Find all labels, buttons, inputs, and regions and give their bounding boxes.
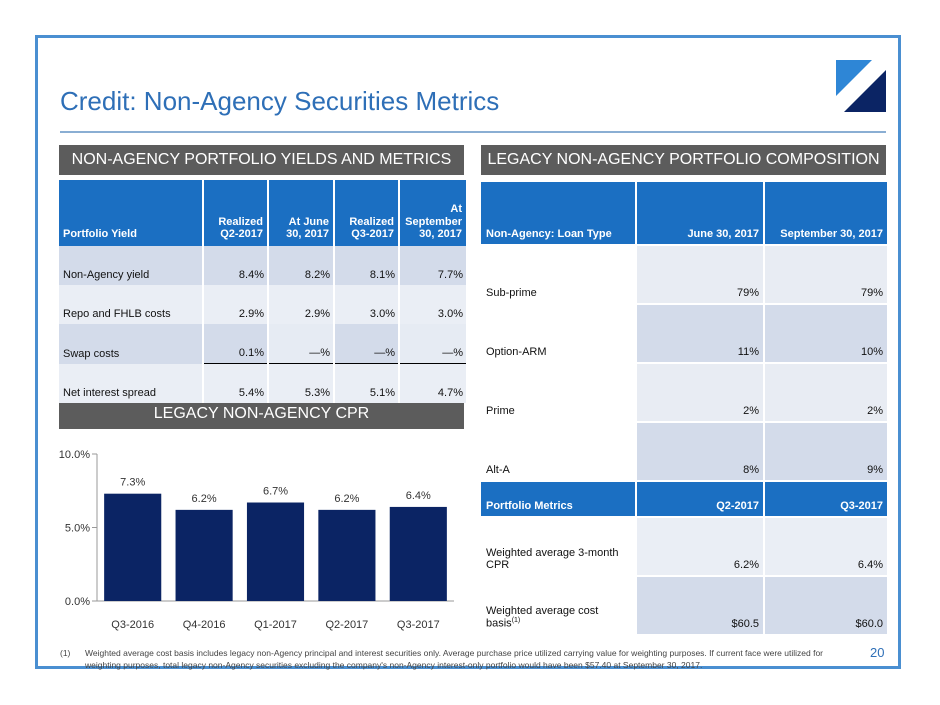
data-label: 7.3% xyxy=(120,477,145,489)
x-tick-label: Q4-2016 xyxy=(183,619,226,631)
data-label: 6.2% xyxy=(334,493,359,505)
row-label: Swap costs xyxy=(59,324,203,364)
chart-bar xyxy=(104,493,162,601)
x-tick-label: Q1-2017 xyxy=(254,619,297,631)
cell: —% xyxy=(398,324,466,364)
row-label: Sub-prime xyxy=(481,244,636,304)
footnote: (1) Weighted average cost basis includes… xyxy=(60,647,850,671)
metrics-header-col: Q3-2017 xyxy=(763,480,887,517)
cell: —% xyxy=(267,324,334,364)
cell: 2% xyxy=(635,362,764,422)
cell: 9% xyxy=(763,421,887,481)
cell: 11% xyxy=(635,303,764,363)
cell: 7.7% xyxy=(398,246,466,285)
footnote-marker: (1) xyxy=(511,617,521,625)
cell: 6.2% xyxy=(635,516,764,576)
cell: 5.3% xyxy=(267,363,334,403)
x-tick-label: Q3-2016 xyxy=(111,619,154,631)
composition-table: Non-Agency: Loan Type June 30, 2017 Sept… xyxy=(481,180,887,634)
row-label: Option-ARM xyxy=(481,303,636,363)
table-row: Option-ARM 11% 10% xyxy=(481,303,887,363)
slide-frame xyxy=(35,35,901,669)
cell: 3.0% xyxy=(398,285,466,324)
table-row: Repo and FHLB costs 2.9% 2.9% 3.0% 3.0% xyxy=(59,285,466,324)
row-label: Non-Agency yield xyxy=(59,246,203,285)
page-number: 20 xyxy=(870,645,885,660)
cell: —% xyxy=(333,324,399,364)
x-tick-label: Q2-2017 xyxy=(325,619,368,631)
data-label: 6.7% xyxy=(263,486,288,498)
cell: 79% xyxy=(763,244,887,304)
cell: 8.4% xyxy=(202,246,268,285)
y-tick-label: 5.0% xyxy=(65,523,90,535)
chart-bar xyxy=(246,502,305,601)
row-label: Net interest spread xyxy=(59,363,203,403)
cpr-banner: LEGACY NON-AGENCY CPR xyxy=(59,399,464,429)
yield-header-col: Realized Q3-2017 xyxy=(333,180,399,246)
y-tick-label: 10.0% xyxy=(59,449,90,461)
table-row: Net interest spread 5.4% 5.3% 5.1% 4.7% xyxy=(59,363,466,403)
yield-header-col: At June 30, 2017 xyxy=(267,180,334,246)
yield-header-col: At September 30, 2017 xyxy=(398,180,466,246)
row-label: Weighted average 3-month CPR xyxy=(481,516,636,576)
y-tick-label: 0.0% xyxy=(65,596,90,608)
title-rule xyxy=(60,131,886,133)
yields-banner: NON-AGENCY PORTFOLIO YIELDS AND METRICS xyxy=(59,145,464,175)
composition-header-label: Non-Agency: Loan Type xyxy=(481,180,636,245)
chart-bar xyxy=(389,506,447,601)
row-label: Repo and FHLB costs xyxy=(59,285,203,324)
metrics-header-col: Q2-2017 xyxy=(635,480,764,517)
x-tick-label: Q3-2017 xyxy=(397,619,440,631)
table-row: Swap costs 0.1% —% —% —% xyxy=(59,324,466,364)
chart-bar xyxy=(175,509,233,601)
table-row: Prime 2% 2% xyxy=(481,362,887,422)
cell: 8.1% xyxy=(333,246,399,285)
table-row: Weighted average 3-month CPR 6.2% 6.4% xyxy=(481,516,887,576)
row-label: Weighted average cost basis(1) xyxy=(481,575,636,634)
yield-table-header: Portfolio Yield Realized Q2-2017 At June… xyxy=(59,180,466,246)
composition-header: Non-Agency: Loan Type June 30, 2017 Sept… xyxy=(481,180,887,245)
footnote-text: Weighted average cost basis includes leg… xyxy=(85,648,824,670)
cell: 2% xyxy=(763,362,887,422)
data-label: 6.4% xyxy=(406,490,431,502)
footnote-number: (1) xyxy=(60,648,71,658)
metrics-header-label: Portfolio Metrics xyxy=(481,480,636,517)
yield-header-col: Realized Q2-2017 xyxy=(202,180,268,246)
composition-banner: LEGACY NON-AGENCY PORTFOLIO COMPOSITION xyxy=(481,145,886,175)
cell: 6.4% xyxy=(763,516,887,576)
page-title: Credit: Non-Agency Securities Metrics xyxy=(60,86,500,116)
portfolio-yield-table: Portfolio Yield Realized Q2-2017 At June… xyxy=(59,180,466,403)
composition-header-col: June 30, 2017 xyxy=(635,180,764,245)
cell: 3.0% xyxy=(333,285,399,324)
cell: 4.7% xyxy=(398,363,466,403)
cell: 0.1% xyxy=(202,324,268,364)
cell: $60.0 xyxy=(763,575,887,634)
table-row: Alt-A 8% 9% xyxy=(481,421,887,481)
row-label: Prime xyxy=(481,362,636,422)
table-row: Non-Agency yield 8.4% 8.2% 8.1% 7.7% xyxy=(59,246,466,285)
cell: 2.9% xyxy=(202,285,268,324)
data-label: 6.2% xyxy=(192,493,217,505)
table-row: Weighted average cost basis(1) $60.5 $60… xyxy=(481,575,887,634)
cell: 2.9% xyxy=(267,285,334,324)
company-logo xyxy=(836,60,886,112)
chart-bar xyxy=(318,509,376,601)
table-row: Sub-prime 79% 79% xyxy=(481,244,887,304)
cell: $60.5 xyxy=(635,575,764,634)
row-label: Alt-A xyxy=(481,421,636,481)
cell: 10% xyxy=(763,303,887,363)
yield-header-label: Portfolio Yield xyxy=(59,180,203,246)
metrics-header: Portfolio Metrics Q2-2017 Q3-2017 xyxy=(481,480,887,517)
cell: 5.1% xyxy=(333,363,399,403)
cell: 8% xyxy=(635,421,764,481)
cell: 5.4% xyxy=(202,363,268,403)
composition-header-col: September 30, 2017 xyxy=(763,180,887,245)
cell: 8.2% xyxy=(267,246,334,285)
cell: 79% xyxy=(635,244,764,304)
cpr-bar-chart: 0.0% 5.0% 10.0% 7.3% Q3-2016 6.2% Q4-2016 6.7% Q… xyxy=(59,449,454,631)
